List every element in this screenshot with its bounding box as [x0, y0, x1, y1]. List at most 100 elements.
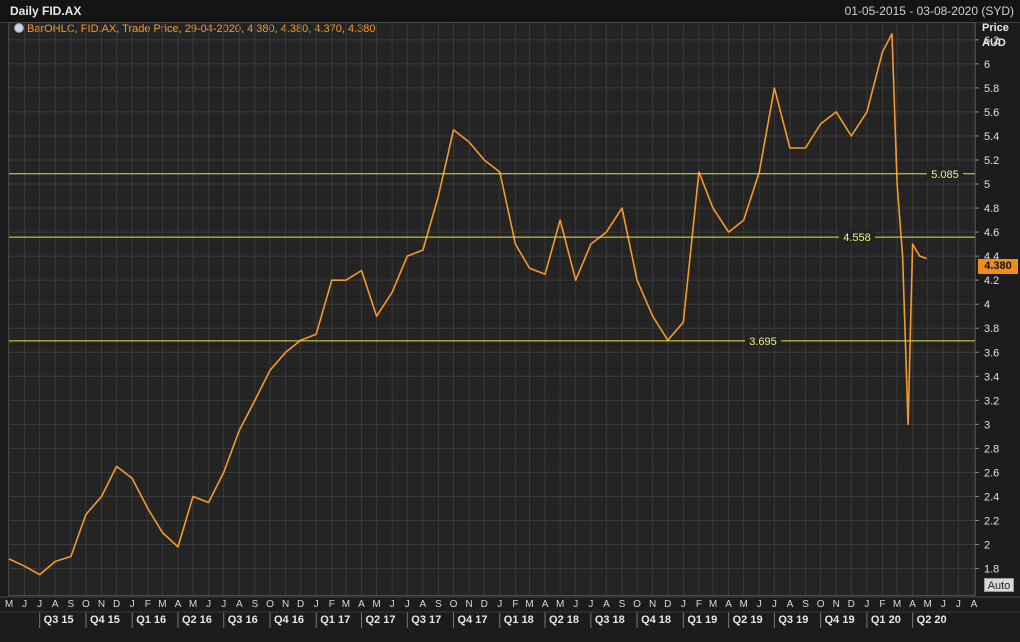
chart-title: Daily FID.AX [10, 4, 82, 18]
last-price-badge: 4.380 [978, 259, 1018, 274]
x-month-label: A [175, 599, 182, 610]
x-quarter-label: Q3 15 [44, 614, 74, 626]
y-tick-label: 6.2 [984, 35, 999, 47]
x-month-label: S [619, 599, 626, 610]
x-month-label: S [435, 599, 442, 610]
x-month-label: J [588, 599, 593, 610]
y-tick-label: 3.2 [984, 395, 999, 407]
y-tick-label: 5.4 [984, 131, 999, 143]
x-month-label: D [113, 599, 120, 610]
x-quarter-label: Q3 19 [778, 614, 808, 626]
y-tick-label: 2.8 [984, 443, 999, 455]
x-month-label: J [130, 599, 135, 610]
x-quarter-label: Q2 19 [733, 614, 763, 626]
x-month-label: O [817, 599, 825, 610]
y-tick-label: 1.8 [984, 564, 999, 576]
x-month-label: M [709, 599, 717, 610]
y-axis-title-price: Price [982, 22, 1009, 34]
x-month-label: A [909, 599, 916, 610]
x-month-label: S [252, 599, 259, 610]
x-month-label: M [189, 599, 197, 610]
level-label: 4.558 [843, 232, 871, 244]
price-series-line [8, 32, 927, 576]
x-month-label: M [158, 599, 166, 610]
y-tick-label: 5 [984, 179, 990, 191]
level-label-bg [927, 166, 963, 180]
x-month-label: J [314, 599, 319, 610]
x-month-label: A [603, 599, 610, 610]
x-month-label: D [664, 599, 671, 610]
x-month-label: J [497, 599, 502, 610]
x-month-label: S [68, 599, 75, 610]
plot-area[interactable] [8, 22, 976, 596]
x-month-label: M [740, 599, 748, 610]
x-month-label: J [22, 599, 27, 610]
x-month-label: F [512, 599, 518, 610]
x-quarter-label: Q2 20 [917, 614, 947, 626]
x-quarter-label: Q2 16 [182, 614, 212, 626]
y-tick-label: 5.2 [984, 155, 999, 167]
series-legend[interactable]: BarOHLC, FID.AX, Trade Price, 29-04-2020… [14, 23, 376, 35]
legend-text: BarOHLC, FID.AX, Trade Price, 29-04-2020… [27, 23, 376, 35]
y-tick-label: 2.4 [984, 491, 999, 503]
x-quarter-label: Q4 18 [641, 614, 671, 626]
x-month-label: D [848, 599, 855, 610]
y-tick-label: 4 [984, 299, 990, 311]
x-quarter-label: Q1 18 [504, 614, 534, 626]
x-month-label: J [757, 599, 762, 610]
x-month-label: A [787, 599, 794, 610]
y-tick-label: 6 [984, 59, 990, 71]
clock-icon [14, 23, 24, 33]
y-tick-label: 4.6 [984, 227, 999, 239]
y-tick-label: 3.8 [984, 323, 999, 335]
x-quarter-label: Q4 17 [458, 614, 488, 626]
x-month-label: J [864, 599, 869, 610]
x-quarter-label: Q1 16 [136, 614, 166, 626]
x-month-label: O [633, 599, 641, 610]
x-quarter-label: Q2 17 [366, 614, 396, 626]
x-month-label: F [696, 599, 702, 610]
x-month-label: O [450, 599, 458, 610]
x-month-label: J [941, 599, 946, 610]
x-quarter-label: Q1 17 [320, 614, 350, 626]
x-month-label: O [266, 599, 274, 610]
x-month-label: J [681, 599, 686, 610]
x-quarter-label: Q4 16 [274, 614, 304, 626]
x-month-label: O [82, 599, 90, 610]
y-tick-label: 3.6 [984, 347, 999, 359]
level-label-bg [839, 230, 875, 244]
x-month-label: A [358, 599, 365, 610]
x-quarter-label: Q3 18 [595, 614, 625, 626]
y-tick-label: 3.4 [984, 371, 999, 383]
x-month-label: J [772, 599, 777, 610]
auto-scale-button[interactable]: Auto [984, 578, 1014, 592]
x-month-label: N [282, 599, 289, 610]
y-tick-label: 2.6 [984, 467, 999, 479]
x-month-label: M [342, 599, 350, 610]
x-month-label: D [481, 599, 488, 610]
x-month-label: J [405, 599, 410, 610]
x-quarter-label: Q1 19 [687, 614, 717, 626]
x-month-label: F [145, 599, 151, 610]
x-month-label: A [725, 599, 732, 610]
x-month-label: M [893, 599, 901, 610]
x-month-label: N [466, 599, 473, 610]
x-month-label: J [206, 599, 211, 610]
x-month-label: M [556, 599, 564, 610]
x-month-label: J [956, 599, 961, 610]
x-month-label: J [573, 599, 578, 610]
level-label: 3.695 [749, 336, 777, 348]
y-tick-label: 4.8 [984, 203, 999, 215]
x-month-label: M [372, 599, 380, 610]
y-tick-label: 3 [984, 419, 990, 431]
x-month-label: M [5, 599, 13, 610]
x-month-label: N [833, 599, 840, 610]
x-month-label: N [98, 599, 105, 610]
level-label: 5.085 [931, 169, 959, 181]
x-month-label: N [649, 599, 656, 610]
x-month-label: A [542, 599, 549, 610]
date-range: 01-05-2015 - 03-08-2020 (SYD) [844, 4, 1014, 18]
x-quarter-label: Q3 17 [411, 614, 441, 626]
x-month-label: A [236, 599, 243, 610]
